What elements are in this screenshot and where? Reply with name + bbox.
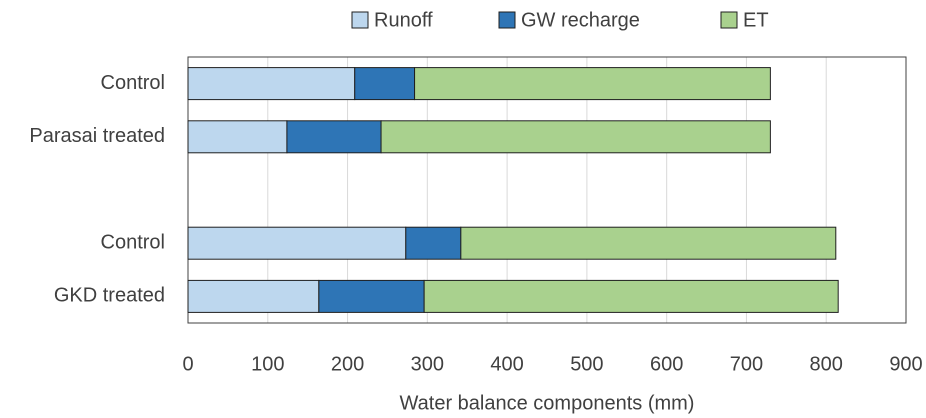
bar-segment: [187, 120, 288, 154]
y-tick-label: Control: [101, 72, 165, 94]
bar-segment: [380, 120, 771, 154]
x-tick-label: 100: [251, 353, 284, 375]
x-tick-label: 800: [810, 353, 843, 375]
bar-segment: [405, 226, 462, 260]
x-tick-label: 500: [570, 353, 603, 375]
x-tick-label: 900: [889, 353, 922, 375]
x-tick-label: 600: [650, 353, 683, 375]
legend-label: ET: [743, 9, 769, 31]
y-tick-label: Control: [101, 231, 165, 253]
plot-frame: [187, 56, 907, 324]
bar-segment: [414, 67, 771, 101]
x-tick-label: 200: [331, 353, 364, 375]
bar-segment: [318, 279, 425, 313]
x-tick-label: 0: [182, 353, 193, 375]
x-tick-label: 300: [411, 353, 444, 375]
legend-label: Runoff: [374, 9, 433, 31]
y-tick-label: Parasai treated: [29, 125, 165, 147]
bar-segment: [286, 120, 382, 154]
bar-segment: [187, 226, 407, 260]
bar-segment: [354, 67, 416, 101]
y-tick-label: GKD treated: [54, 285, 165, 307]
bar-segment: [460, 226, 837, 260]
legend-swatch: [498, 11, 516, 29]
legend-swatch: [351, 11, 369, 29]
legend-swatch: [720, 11, 738, 29]
x-tick-label: 700: [730, 353, 763, 375]
bar-segment: [187, 279, 320, 313]
x-axis-label: Water balance components (mm): [400, 392, 695, 414]
bar-segment: [423, 279, 839, 313]
x-tick-label: 400: [490, 353, 523, 375]
bar-segment: [187, 67, 356, 101]
legend-label: GW recharge: [521, 9, 640, 31]
